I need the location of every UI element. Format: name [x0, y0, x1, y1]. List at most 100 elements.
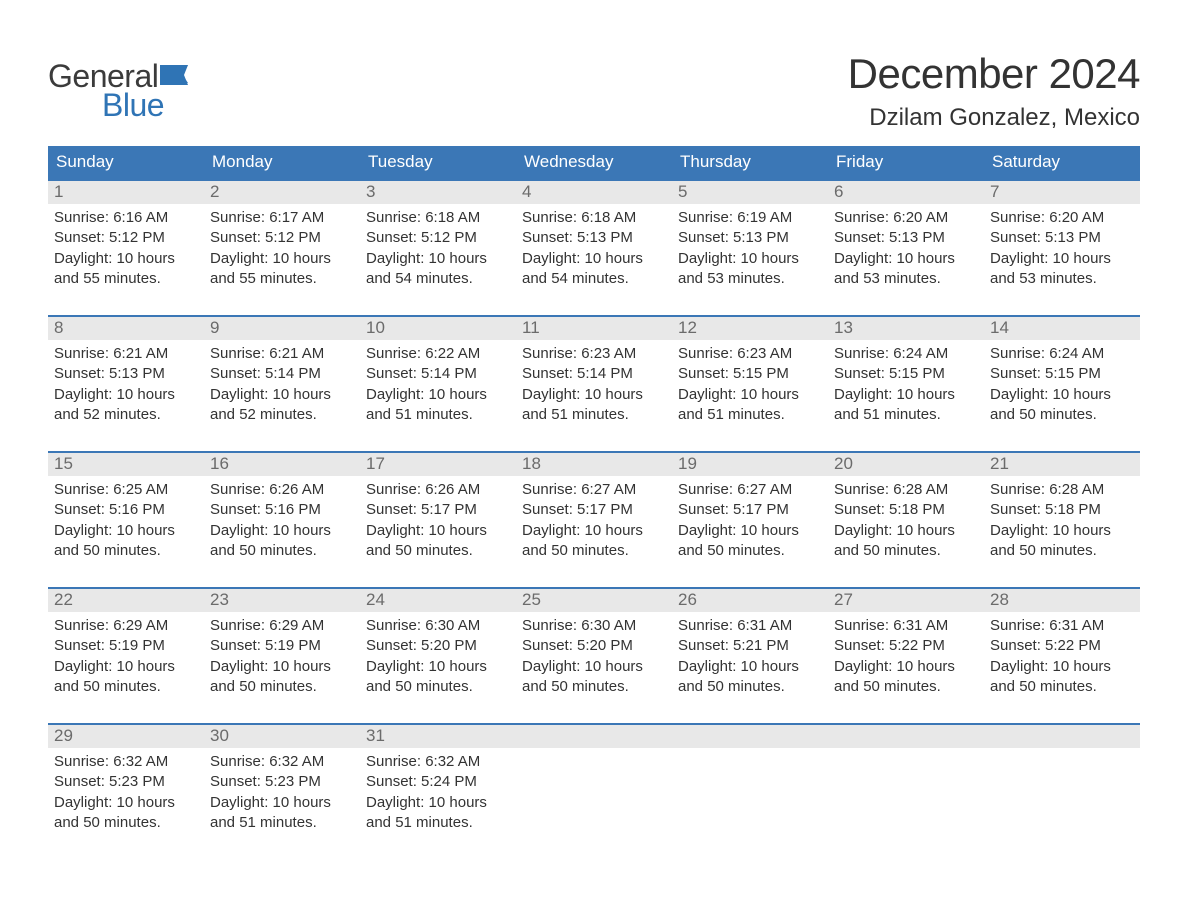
- sunrise-text: Sunrise: 6:31 AM: [678, 616, 822, 636]
- daylight-text-line1: Daylight: 10 hours: [210, 249, 354, 269]
- day-number: 14: [984, 317, 1140, 340]
- daylight-text-line1: Daylight: 10 hours: [210, 793, 354, 813]
- daylight-text-line1: Daylight: 10 hours: [54, 249, 198, 269]
- sunset-text: Sunset: 5:21 PM: [678, 636, 822, 656]
- daylight-text-line1: Daylight: 10 hours: [834, 521, 978, 541]
- day-cell: 23Sunrise: 6:29 AMSunset: 5:19 PMDayligh…: [204, 589, 360, 699]
- sunrise-text: Sunrise: 6:26 AM: [366, 480, 510, 500]
- day-cell: 1Sunrise: 6:16 AMSunset: 5:12 PMDaylight…: [48, 181, 204, 291]
- daylight-text-line2: and 51 minutes.: [366, 405, 510, 425]
- day-cell: 27Sunrise: 6:31 AMSunset: 5:22 PMDayligh…: [828, 589, 984, 699]
- sunrise-text: Sunrise: 6:28 AM: [990, 480, 1134, 500]
- sunrise-text: Sunrise: 6:24 AM: [990, 344, 1134, 364]
- daylight-text-line2: and 50 minutes.: [522, 677, 666, 697]
- day-cell: 12Sunrise: 6:23 AMSunset: 5:15 PMDayligh…: [672, 317, 828, 427]
- daylight-text-line2: and 50 minutes.: [990, 677, 1134, 697]
- sunrise-text: Sunrise: 6:23 AM: [678, 344, 822, 364]
- day-content: Sunrise: 6:27 AMSunset: 5:17 PMDaylight:…: [672, 476, 828, 563]
- sunset-text: Sunset: 5:18 PM: [834, 500, 978, 520]
- weekday-header-cell: Sunday: [48, 146, 204, 179]
- day-cell: 26Sunrise: 6:31 AMSunset: 5:21 PMDayligh…: [672, 589, 828, 699]
- day-number: 19: [672, 453, 828, 476]
- sunset-text: Sunset: 5:13 PM: [522, 228, 666, 248]
- sunrise-text: Sunrise: 6:32 AM: [366, 752, 510, 772]
- sunset-text: Sunset: 5:17 PM: [522, 500, 666, 520]
- day-cell: [984, 725, 1140, 835]
- day-cell: 4Sunrise: 6:18 AMSunset: 5:13 PMDaylight…: [516, 181, 672, 291]
- daylight-text-line1: Daylight: 10 hours: [210, 521, 354, 541]
- daylight-text-line2: and 50 minutes.: [678, 677, 822, 697]
- logo: General Blue: [48, 50, 188, 124]
- sunset-text: Sunset: 5:17 PM: [678, 500, 822, 520]
- day-content: Sunrise: 6:32 AMSunset: 5:23 PMDaylight:…: [204, 748, 360, 835]
- day-cell: 30Sunrise: 6:32 AMSunset: 5:23 PMDayligh…: [204, 725, 360, 835]
- day-content: Sunrise: 6:23 AMSunset: 5:14 PMDaylight:…: [516, 340, 672, 427]
- sunrise-text: Sunrise: 6:23 AM: [522, 344, 666, 364]
- day-cell: 9Sunrise: 6:21 AMSunset: 5:14 PMDaylight…: [204, 317, 360, 427]
- sunrise-text: Sunrise: 6:26 AM: [210, 480, 354, 500]
- daylight-text-line2: and 50 minutes.: [834, 677, 978, 697]
- day-cell: 25Sunrise: 6:30 AMSunset: 5:20 PMDayligh…: [516, 589, 672, 699]
- daylight-text-line1: Daylight: 10 hours: [990, 385, 1134, 405]
- daylight-text-line1: Daylight: 10 hours: [834, 249, 978, 269]
- sunset-text: Sunset: 5:23 PM: [54, 772, 198, 792]
- daylight-text-line1: Daylight: 10 hours: [678, 249, 822, 269]
- sunrise-text: Sunrise: 6:32 AM: [54, 752, 198, 772]
- sunset-text: Sunset: 5:13 PM: [834, 228, 978, 248]
- day-number: 18: [516, 453, 672, 476]
- day-cell: 15Sunrise: 6:25 AMSunset: 5:16 PMDayligh…: [48, 453, 204, 563]
- sunrise-text: Sunrise: 6:22 AM: [366, 344, 510, 364]
- daylight-text-line1: Daylight: 10 hours: [210, 657, 354, 677]
- day-cell: 18Sunrise: 6:27 AMSunset: 5:17 PMDayligh…: [516, 453, 672, 563]
- sunset-text: Sunset: 5:16 PM: [210, 500, 354, 520]
- day-number: 17: [360, 453, 516, 476]
- weekday-header-cell: Thursday: [672, 146, 828, 179]
- day-cell: 20Sunrise: 6:28 AMSunset: 5:18 PMDayligh…: [828, 453, 984, 563]
- sunrise-text: Sunrise: 6:31 AM: [990, 616, 1134, 636]
- day-content: Sunrise: 6:21 AMSunset: 5:14 PMDaylight:…: [204, 340, 360, 427]
- day-number: 29: [48, 725, 204, 748]
- weekday-header-row: SundayMondayTuesdayWednesdayThursdayFrid…: [48, 146, 1140, 179]
- weekday-header-cell: Saturday: [984, 146, 1140, 179]
- day-content: Sunrise: 6:22 AMSunset: 5:14 PMDaylight:…: [360, 340, 516, 427]
- day-number: 3: [360, 181, 516, 204]
- day-number: 26: [672, 589, 828, 612]
- daylight-text-line1: Daylight: 10 hours: [522, 657, 666, 677]
- day-cell: 5Sunrise: 6:19 AMSunset: 5:13 PMDaylight…: [672, 181, 828, 291]
- weekday-header-cell: Wednesday: [516, 146, 672, 179]
- sunset-text: Sunset: 5:14 PM: [210, 364, 354, 384]
- daylight-text-line1: Daylight: 10 hours: [834, 385, 978, 405]
- title-block: December 2024 Dzilam Gonzalez, Mexico: [848, 50, 1140, 132]
- daylight-text-line1: Daylight: 10 hours: [54, 385, 198, 405]
- sunset-text: Sunset: 5:15 PM: [678, 364, 822, 384]
- day-number: 24: [360, 589, 516, 612]
- day-cell: 24Sunrise: 6:30 AMSunset: 5:20 PMDayligh…: [360, 589, 516, 699]
- day-cell: 3Sunrise: 6:18 AMSunset: 5:12 PMDaylight…: [360, 181, 516, 291]
- sunset-text: Sunset: 5:22 PM: [834, 636, 978, 656]
- daylight-text-line2: and 50 minutes.: [54, 677, 198, 697]
- day-cell: 13Sunrise: 6:24 AMSunset: 5:15 PMDayligh…: [828, 317, 984, 427]
- daylight-text-line2: and 54 minutes.: [522, 269, 666, 289]
- daylight-text-line1: Daylight: 10 hours: [990, 521, 1134, 541]
- daylight-text-line1: Daylight: 10 hours: [678, 521, 822, 541]
- weekday-header-cell: Friday: [828, 146, 984, 179]
- daylight-text-line2: and 52 minutes.: [210, 405, 354, 425]
- day-cell: 31Sunrise: 6:32 AMSunset: 5:24 PMDayligh…: [360, 725, 516, 835]
- day-content: Sunrise: 6:28 AMSunset: 5:18 PMDaylight:…: [828, 476, 984, 563]
- day-cell: 22Sunrise: 6:29 AMSunset: 5:19 PMDayligh…: [48, 589, 204, 699]
- sunset-text: Sunset: 5:19 PM: [54, 636, 198, 656]
- day-cell: 29Sunrise: 6:32 AMSunset: 5:23 PMDayligh…: [48, 725, 204, 835]
- day-content: Sunrise: 6:29 AMSunset: 5:19 PMDaylight:…: [204, 612, 360, 699]
- daylight-text-line2: and 51 minutes.: [678, 405, 822, 425]
- sunset-text: Sunset: 5:19 PM: [210, 636, 354, 656]
- day-number: 15: [48, 453, 204, 476]
- sunset-text: Sunset: 5:24 PM: [366, 772, 510, 792]
- day-content: Sunrise: 6:26 AMSunset: 5:17 PMDaylight:…: [360, 476, 516, 563]
- daylight-text-line2: and 50 minutes.: [210, 541, 354, 561]
- day-content: Sunrise: 6:30 AMSunset: 5:20 PMDaylight:…: [516, 612, 672, 699]
- sunrise-text: Sunrise: 6:21 AM: [210, 344, 354, 364]
- sunrise-text: Sunrise: 6:30 AM: [522, 616, 666, 636]
- day-cell: 19Sunrise: 6:27 AMSunset: 5:17 PMDayligh…: [672, 453, 828, 563]
- day-content: Sunrise: 6:31 AMSunset: 5:22 PMDaylight:…: [984, 612, 1140, 699]
- sunrise-text: Sunrise: 6:19 AM: [678, 208, 822, 228]
